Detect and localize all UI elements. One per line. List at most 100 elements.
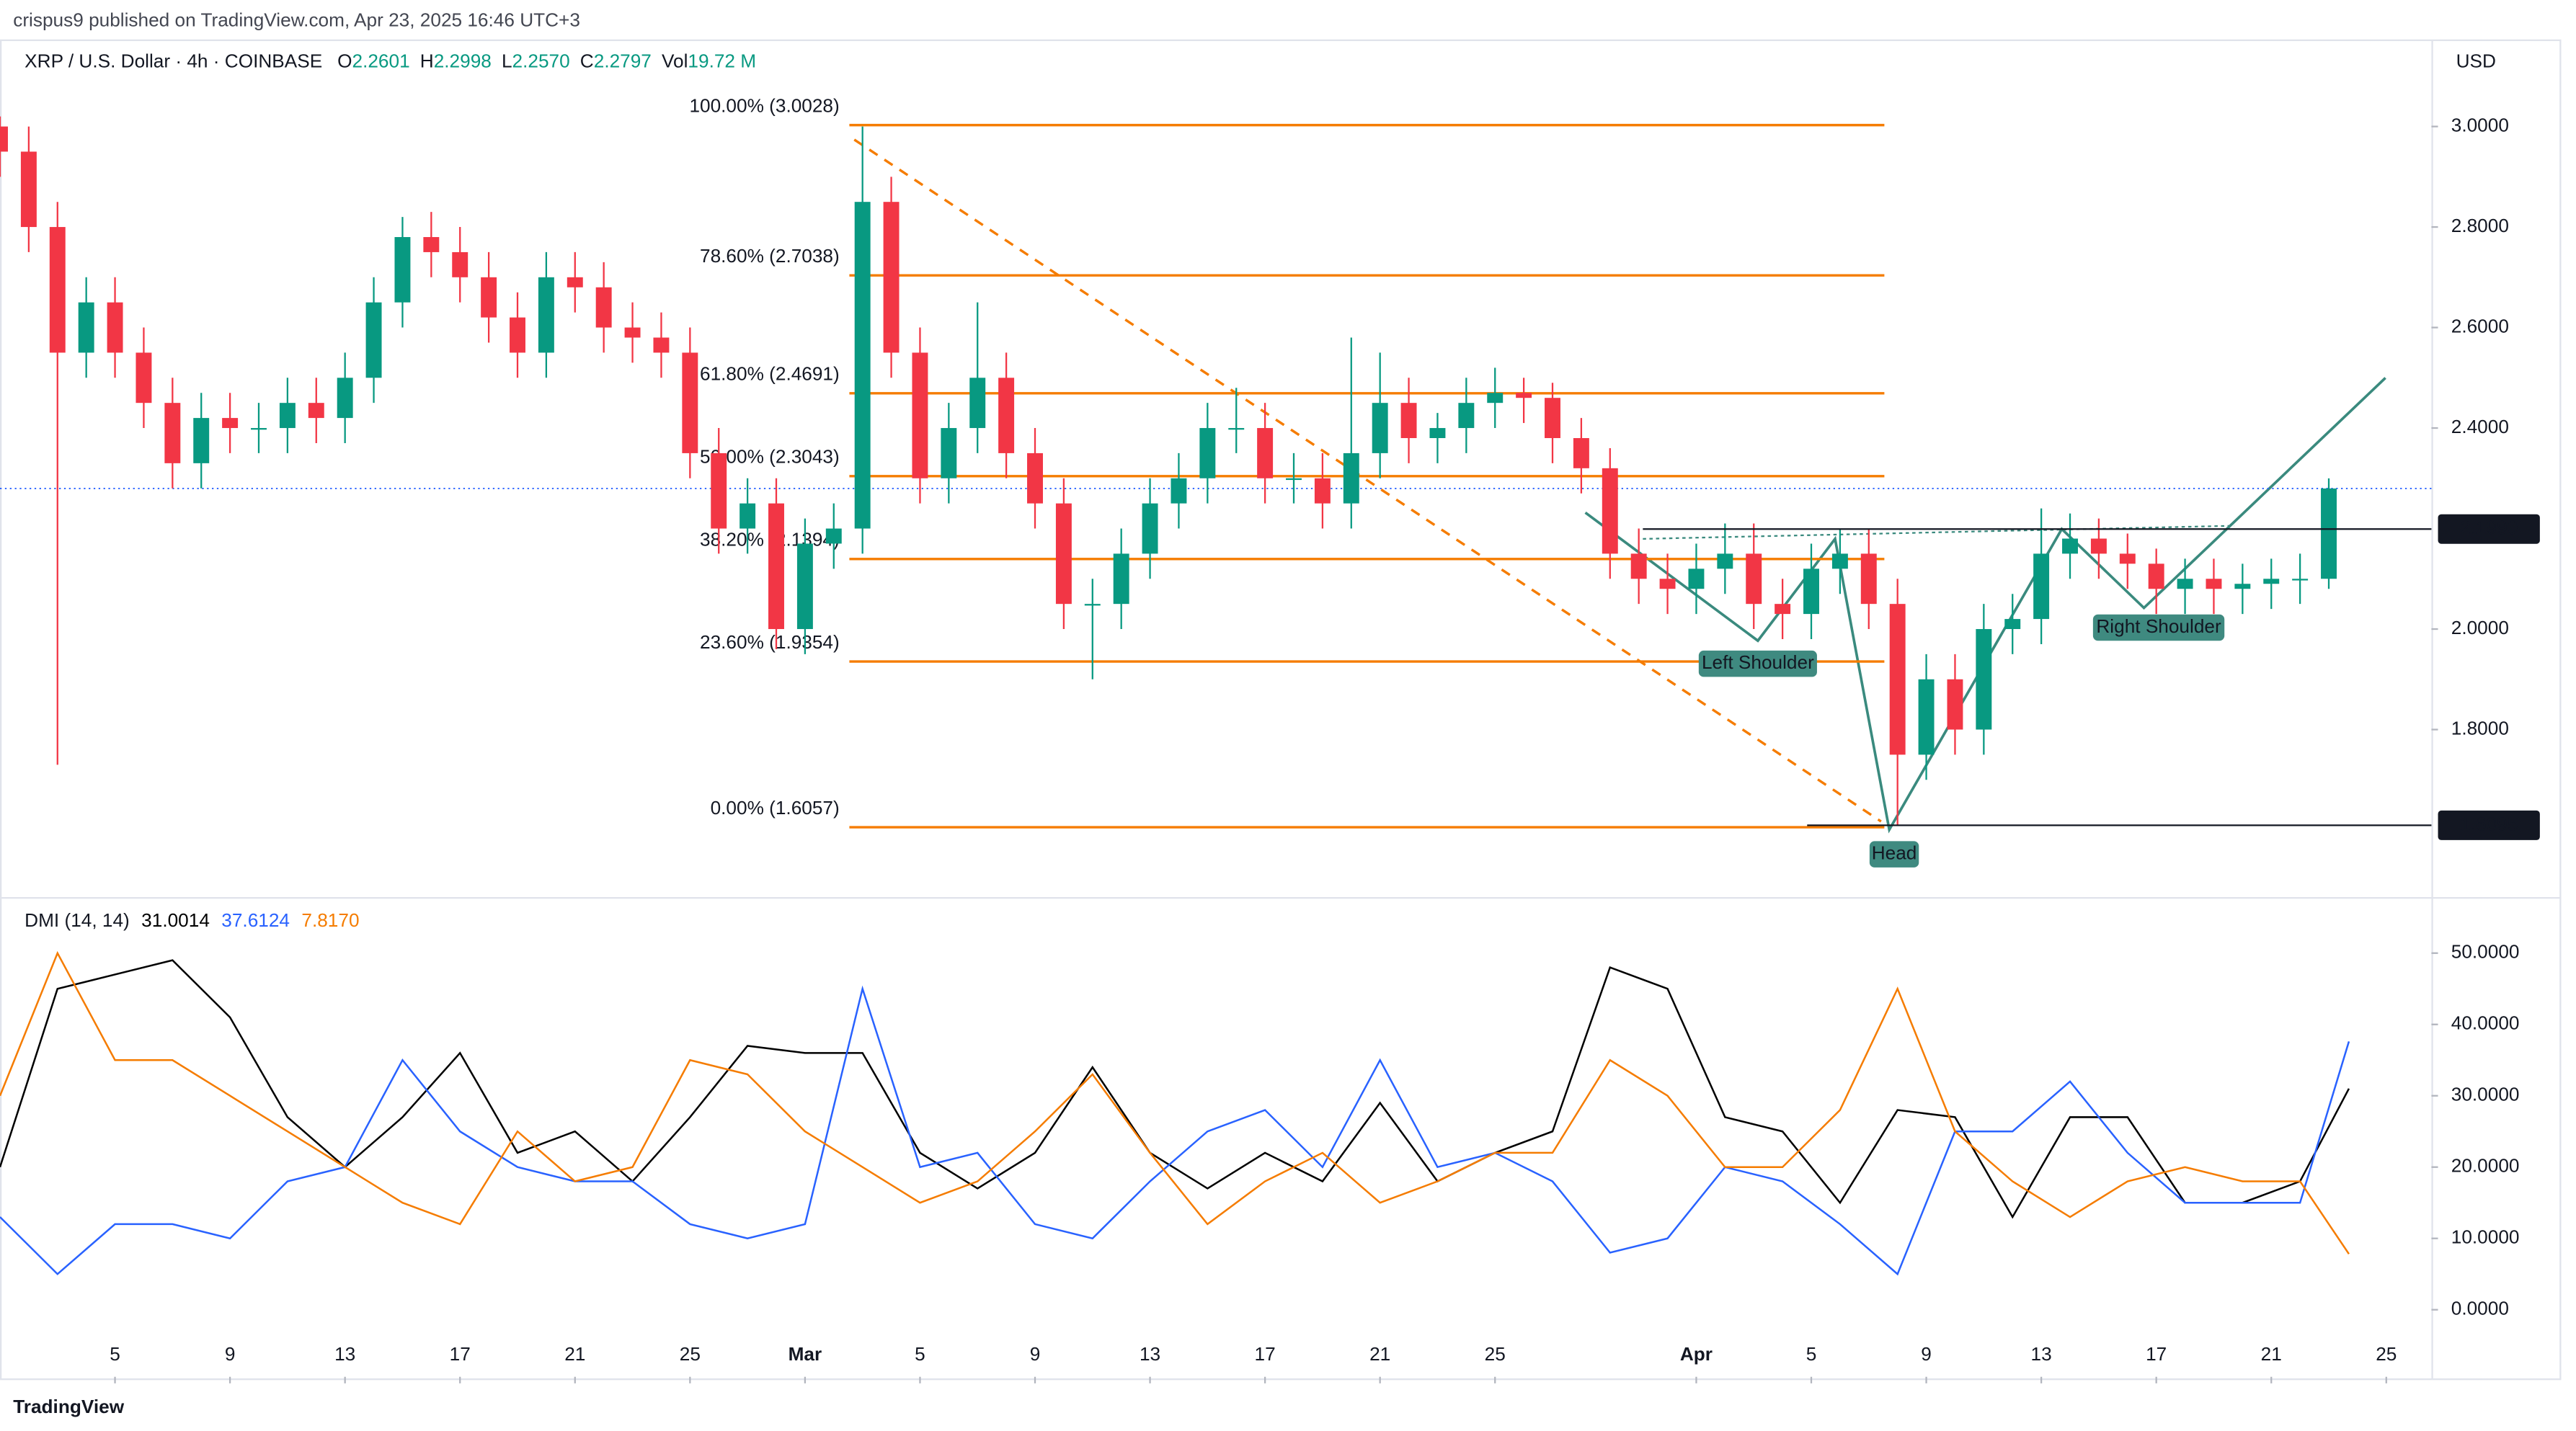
annotation: Head [1872, 842, 1917, 864]
candle-body [107, 302, 123, 353]
x-tick-label: 13 [2031, 1343, 2052, 1365]
y-tick-label: 40.0000 [2451, 1012, 2520, 1034]
x-tick-label: 17 [2146, 1343, 2167, 1365]
currency[interactable]: USD [2456, 50, 2496, 72]
ohlc-label: H [420, 50, 434, 72]
y-tick-label: 2.8000 [2451, 215, 2509, 236]
dmi-line [0, 985, 2350, 1276]
dmi-line [0, 959, 2350, 1219]
candle-body [1314, 478, 1331, 504]
candle-body [308, 403, 324, 419]
x-tick-label: 13 [1140, 1343, 1160, 1365]
ohlc-value: 2.2998 [434, 50, 492, 72]
price-marker-box [2438, 810, 2540, 840]
ohlc-label: Vol [662, 50, 688, 72]
neckline [1643, 525, 2234, 540]
y-tick-label: 0.0000 [2451, 1298, 2509, 1319]
candle-body [1228, 428, 1245, 430]
x-tick-label: 25 [680, 1343, 701, 1365]
y-tick-label: 3.0000 [2451, 114, 2509, 135]
dmi-line [0, 950, 2350, 1255]
candle-body [1602, 468, 1618, 554]
y-tick-label: 2.0000 [2451, 617, 2509, 638]
candle-body [883, 202, 900, 353]
x-tick-label: Mar [789, 1343, 822, 1365]
price-marker-box [2438, 514, 2540, 544]
candle-body [2004, 619, 2021, 630]
candle-body [1976, 629, 1992, 730]
candle-body [1372, 403, 1388, 453]
annotation-box [1698, 650, 1817, 677]
candle-body [740, 503, 756, 529]
y-tick-label: 10.0000 [2451, 1226, 2520, 1248]
x-tick-label: 13 [334, 1343, 355, 1365]
candle-body [1947, 679, 1963, 730]
x-tick-label: 17 [1255, 1343, 1276, 1365]
candle-body [193, 418, 210, 463]
candle-body [1429, 428, 1446, 438]
candle-body [423, 237, 440, 252]
candle-body [1860, 553, 1877, 605]
candle-body [222, 418, 239, 429]
annotation-box [2092, 614, 2225, 641]
candle-body [2177, 579, 2193, 589]
x-tick-label: 5 [915, 1343, 925, 1365]
x-tick-label: 9 [1921, 1343, 1932, 1365]
ohlc-value: 2.2570 [512, 50, 570, 72]
candle-body [136, 352, 152, 404]
x-tick-label: 25 [1485, 1343, 1506, 1365]
x-tick-label: 21 [2261, 1343, 2282, 1365]
candle-body [1055, 503, 1072, 605]
candle-body [2206, 579, 2222, 589]
annotation: Right Shoulder [2096, 615, 2221, 637]
candle-body [2090, 538, 2107, 554]
candle-body [510, 317, 525, 353]
x-tick-label: 25 [2376, 1343, 2397, 1365]
legend-value: 31.0014 [141, 909, 210, 931]
annotation: Left Shoulder [1702, 651, 1814, 673]
candle-body [1027, 453, 1043, 504]
candle-body [912, 352, 928, 478]
candle-body [1113, 553, 1129, 605]
indicator-legend: DMI (14, 14) 31.0014 37.6124 7.8170 [25, 909, 359, 931]
symbol-line: XRP / U.S. Dollar · 4h · COINBASE O2.260… [25, 50, 756, 72]
legend-value: 7.8170 [301, 909, 359, 931]
ohlc-value: 2.2797 [594, 50, 652, 72]
fib-trend-line [853, 138, 1882, 823]
candle-body [854, 202, 871, 529]
y-tick-label: 50.0000 [2451, 941, 2520, 963]
candle-body [768, 503, 784, 630]
candle-body [595, 287, 612, 328]
candle-body [941, 428, 957, 478]
x-tick-label: Apr [1680, 1343, 1713, 1365]
legend-value: 37.6124 [221, 909, 290, 931]
candle-body [1573, 437, 1589, 468]
price-marker-label: 1.6095 [2460, 813, 2518, 834]
publisher: crispus9 published on TradingView.com, A… [13, 9, 580, 31]
x-tick-label: 5 [110, 1343, 120, 1365]
candle-body [796, 543, 813, 630]
candle-body [0, 126, 8, 152]
ohlc-value: 19.72 M [688, 50, 756, 72]
candle-body [2148, 563, 2164, 589]
candle-body [2263, 579, 2280, 584]
candle-body [1775, 604, 1791, 615]
x-tick-label: 9 [225, 1343, 236, 1365]
candle-body [2033, 553, 2050, 620]
x-tick-label: 21 [1369, 1343, 1390, 1365]
x-tick-label: 9 [1030, 1343, 1041, 1365]
price-marker-label: 2.1990 [2460, 517, 2518, 538]
candle-body [969, 378, 986, 429]
candle-body [1659, 579, 1676, 589]
candle-body [1084, 604, 1101, 606]
fib-label: 61.80% (2.4691) [700, 363, 840, 385]
y-tick-label: 30.0000 [2451, 1084, 2520, 1105]
ohlc-value: 2.2601 [352, 50, 410, 72]
candle-body [2292, 579, 2309, 581]
pattern-line [1584, 377, 2386, 834]
candle-body [1803, 569, 1819, 615]
candle-body [624, 327, 641, 338]
